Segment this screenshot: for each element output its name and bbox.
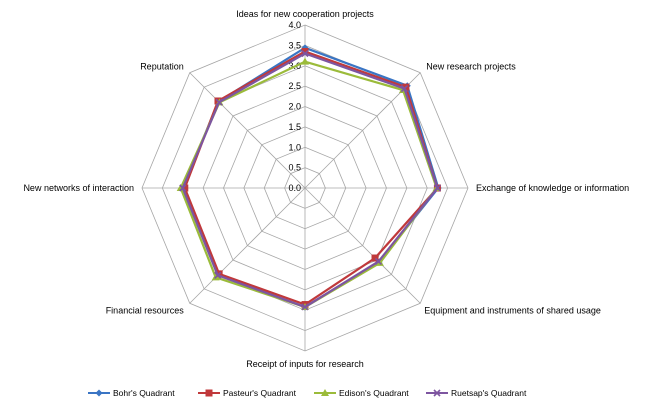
tick-label: 0.0 bbox=[288, 183, 301, 193]
series-ruetsap-s-quadrant bbox=[179, 49, 442, 311]
legend-label: Bohr's Quadrant bbox=[113, 388, 175, 398]
grid-spoke bbox=[189, 72, 306, 189]
legend-item: Bohr's Quadrant bbox=[88, 388, 175, 398]
axis-label: Reputation bbox=[140, 62, 184, 72]
series-line bbox=[181, 52, 439, 309]
axis-label: New research projects bbox=[426, 62, 516, 72]
legend: Bohr's Quadrant Pasteur's Quadrant Edison'… bbox=[88, 388, 527, 398]
legend-label: Ruetsap's Quadrant bbox=[451, 388, 527, 398]
tick-label: 4.0 bbox=[288, 20, 301, 30]
legend-label: Edison's Quadrant bbox=[339, 388, 409, 398]
grid-spoke bbox=[304, 187, 421, 304]
axis-label: Financial resources bbox=[106, 305, 185, 315]
legend-marker bbox=[205, 389, 213, 397]
data-point bbox=[301, 303, 309, 311]
axis-label: Exchange of knowledge or information bbox=[476, 183, 629, 193]
axis-label: Equipment and instruments of shared usag… bbox=[424, 305, 601, 315]
data-point bbox=[181, 184, 189, 192]
axis-labels: Ideas for new cooperation projects New re… bbox=[23, 9, 629, 369]
tick-label: 0.5 bbox=[288, 163, 301, 173]
legend-marker bbox=[321, 389, 329, 396]
legend-item: Pasteur's Quadrant bbox=[198, 388, 297, 398]
legend-item: Edison's Quadrant bbox=[314, 388, 409, 398]
data-point bbox=[400, 85, 408, 93]
data-point bbox=[215, 98, 223, 106]
legend-marker bbox=[433, 389, 441, 397]
axis-label: New networks of interaction bbox=[23, 183, 134, 193]
series-group bbox=[176, 44, 442, 311]
data-point bbox=[301, 49, 309, 58]
legend-label: Pasteur's Quadrant bbox=[223, 388, 297, 398]
legend-item: Ruetsap's Quadrant bbox=[426, 388, 527, 398]
data-point bbox=[301, 47, 309, 55]
axis-label: Receipt of inputs for research bbox=[246, 359, 364, 369]
tick-label: 1.0 bbox=[288, 142, 301, 152]
axis-label: Ideas for new cooperation projects bbox=[236, 9, 374, 19]
data-point bbox=[301, 57, 309, 65]
tick-label: 2.5 bbox=[288, 81, 301, 91]
radar-tick-labels: 0.00.51.01.52.02.53.03.54.0 bbox=[288, 20, 301, 193]
data-point bbox=[214, 271, 222, 279]
data-point bbox=[179, 184, 187, 192]
data-point bbox=[374, 257, 383, 266]
data-point bbox=[433, 184, 442, 192]
grid-spoke bbox=[189, 187, 306, 304]
tick-label: 1.5 bbox=[288, 122, 301, 132]
tick-label: 2.0 bbox=[288, 102, 301, 112]
legend-marker bbox=[95, 389, 103, 397]
tick-label: 3.5 bbox=[288, 40, 301, 50]
data-point bbox=[371, 254, 379, 262]
